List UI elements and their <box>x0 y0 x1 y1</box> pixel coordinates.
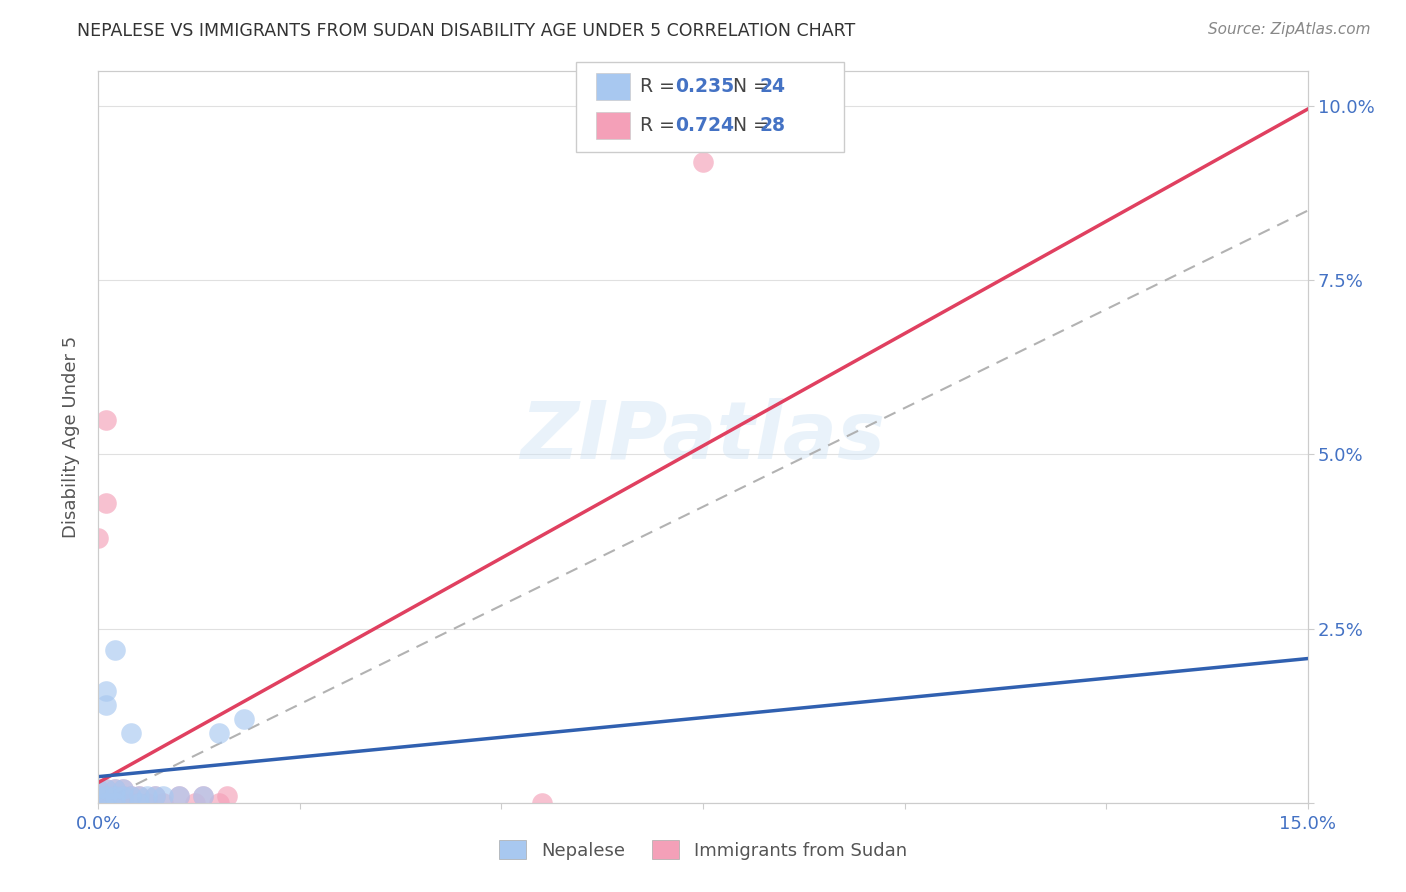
Point <box>96 781 118 796</box>
Point <box>103 789 125 803</box>
Point <box>167 789 190 803</box>
Point <box>96 781 118 796</box>
Legend: Nepalese, Immigrants from Sudan: Nepalese, Immigrants from Sudan <box>492 833 914 867</box>
Point <box>87 531 110 545</box>
Point <box>96 796 118 810</box>
Point <box>87 781 110 796</box>
Point <box>143 789 166 803</box>
Point <box>152 796 174 810</box>
Point <box>184 796 207 810</box>
Text: N =: N = <box>721 116 775 136</box>
Point <box>111 789 134 803</box>
Point <box>120 796 142 810</box>
Point <box>96 496 118 510</box>
Point <box>96 412 118 426</box>
Point <box>232 712 254 726</box>
Point <box>103 789 125 803</box>
Point <box>96 796 118 810</box>
Text: NEPALESE VS IMMIGRANTS FROM SUDAN DISABILITY AGE UNDER 5 CORRELATION CHART: NEPALESE VS IMMIGRANTS FROM SUDAN DISABI… <box>77 22 856 40</box>
Text: 0.724: 0.724 <box>675 116 734 136</box>
Point <box>135 789 157 803</box>
Point <box>128 796 150 810</box>
Point <box>87 789 110 803</box>
Point <box>120 789 142 803</box>
Point <box>96 789 118 803</box>
Point <box>208 726 231 740</box>
Point <box>111 781 134 796</box>
Point <box>217 789 239 803</box>
Point <box>96 698 118 713</box>
Point <box>135 796 157 810</box>
Text: R =: R = <box>640 116 681 136</box>
Point <box>103 796 125 810</box>
Point <box>111 789 134 803</box>
Point <box>103 796 125 810</box>
Point <box>128 789 150 803</box>
Point <box>111 781 134 796</box>
Point <box>530 796 553 810</box>
Text: ZIPatlas: ZIPatlas <box>520 398 886 476</box>
Text: Source: ZipAtlas.com: Source: ZipAtlas.com <box>1208 22 1371 37</box>
Point <box>193 789 215 803</box>
Point <box>120 726 142 740</box>
Point <box>193 789 215 803</box>
Point <box>103 781 125 796</box>
Point <box>87 781 110 796</box>
Point <box>96 684 118 698</box>
Point <box>143 789 166 803</box>
Point <box>87 789 110 803</box>
Point <box>152 789 174 803</box>
Point <box>128 796 150 810</box>
Text: 24: 24 <box>759 77 785 96</box>
Point <box>128 789 150 803</box>
Text: 0.235: 0.235 <box>675 77 734 96</box>
Y-axis label: Disability Age Under 5: Disability Age Under 5 <box>62 336 80 538</box>
Text: R =: R = <box>640 77 681 96</box>
Point <box>167 789 190 803</box>
Point <box>692 155 714 169</box>
Point <box>96 789 118 803</box>
Point <box>111 796 134 810</box>
Point <box>120 789 142 803</box>
Text: 28: 28 <box>759 116 785 136</box>
Point <box>208 796 231 810</box>
Point <box>103 781 125 796</box>
Point <box>103 642 125 657</box>
Text: N =: N = <box>721 77 775 96</box>
